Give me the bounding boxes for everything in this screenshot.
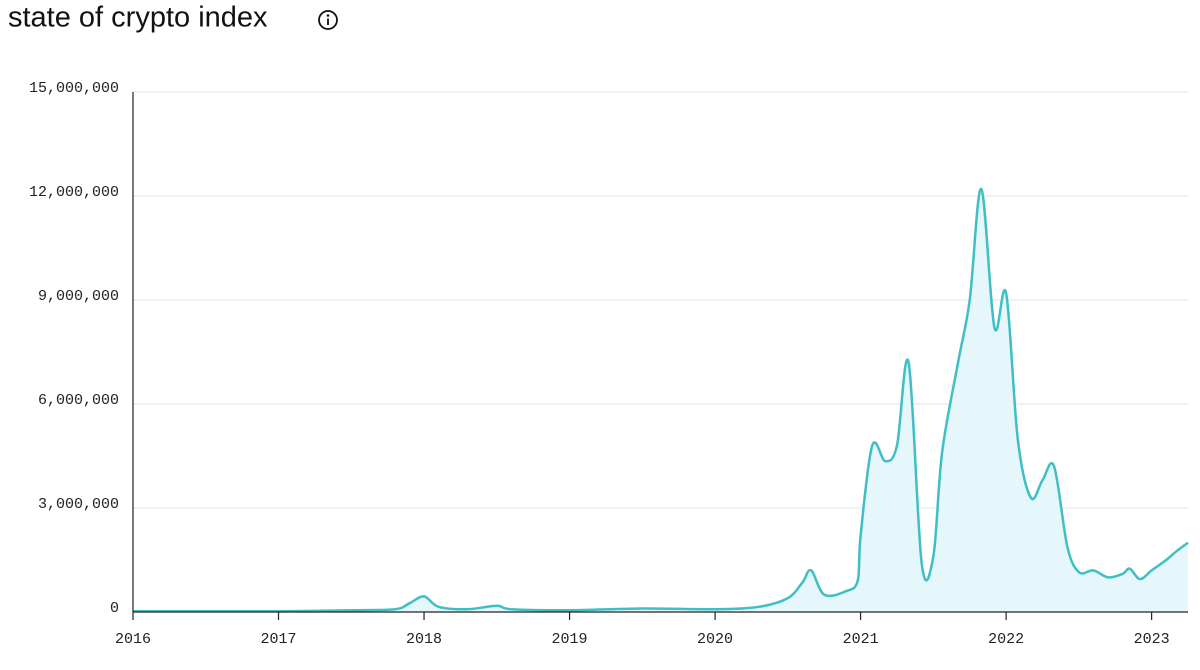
x-tick-label: 2018 bbox=[406, 631, 442, 648]
x-tick-label: 2020 bbox=[697, 631, 733, 648]
x-tick-label: 2016 bbox=[115, 631, 151, 648]
chart-title: state of crypto index bbox=[8, 2, 268, 34]
x-tick-label: 2022 bbox=[988, 631, 1024, 648]
y-tick-label: 6,000,000 bbox=[38, 392, 119, 409]
info-icon-dot bbox=[326, 14, 330, 17]
y-tick-label: 12,000,000 bbox=[29, 184, 119, 201]
x-tick-label: 2019 bbox=[552, 631, 588, 648]
y-tick-label: 9,000,000 bbox=[38, 288, 119, 305]
line bbox=[133, 187, 1189, 613]
x-tick-label: 2021 bbox=[843, 631, 879, 648]
y-tick-label: 3,000,000 bbox=[38, 496, 119, 513]
y-tick-label: 15,000,000 bbox=[29, 80, 119, 97]
y-tick-label: 0 bbox=[110, 600, 119, 617]
info-icon-circle bbox=[318, 10, 338, 30]
area bbox=[133, 188, 1188, 612]
x-tick-label: 2023 bbox=[1134, 631, 1170, 648]
info-icon[interactable] bbox=[318, 10, 338, 30]
x-tick-label: 2017 bbox=[261, 631, 297, 648]
